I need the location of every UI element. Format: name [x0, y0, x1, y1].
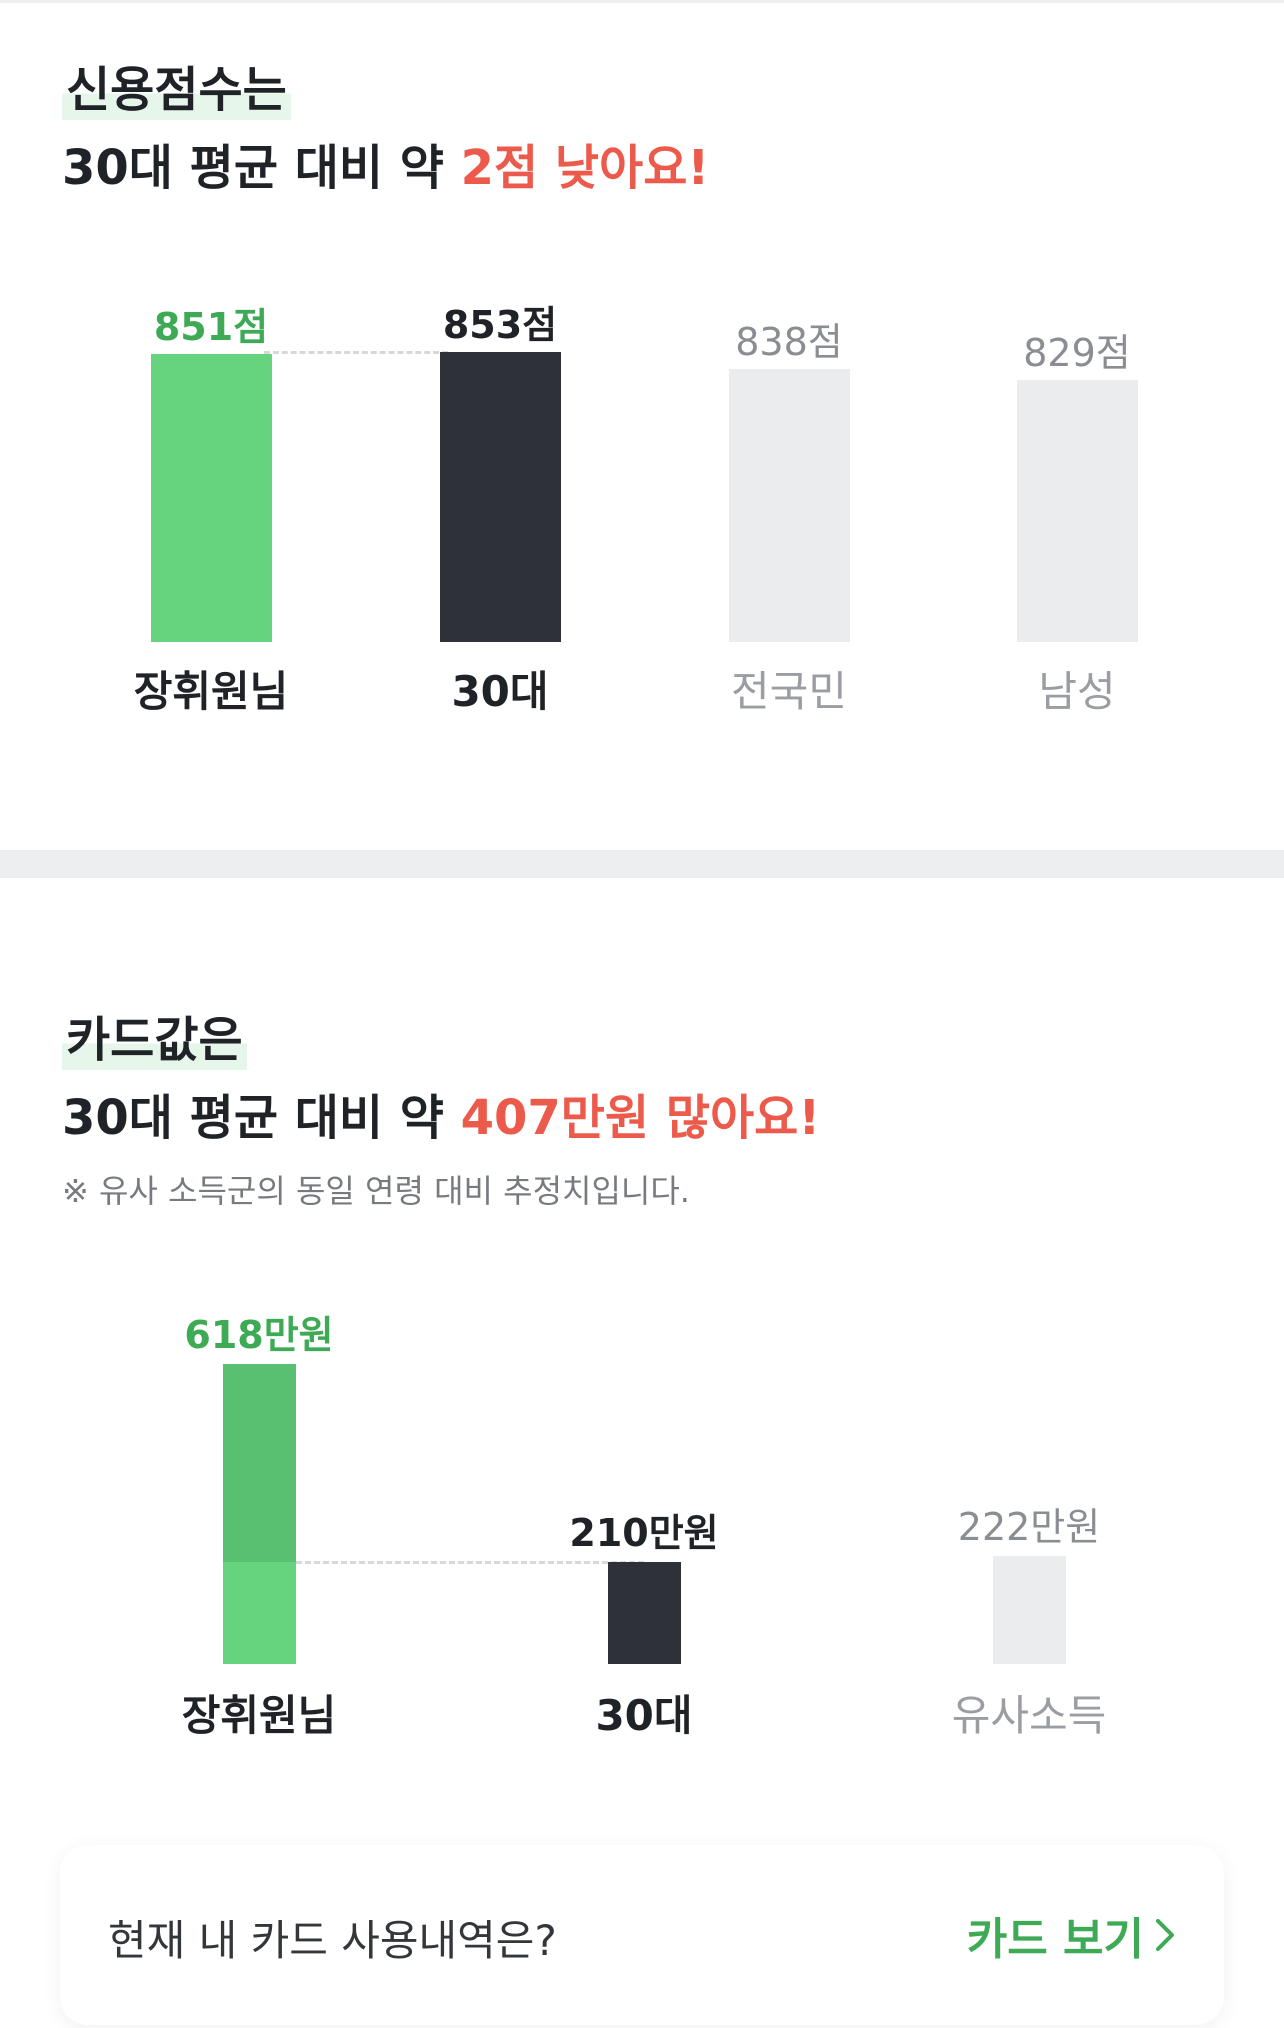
view-card-button-label: 카드 보기: [966, 1914, 1144, 1965]
chevron-right-icon: [1156, 1919, 1174, 1951]
credit-kicker: 신용점수는: [62, 50, 291, 120]
credit-headline-emph: 2점 낮아요!: [460, 140, 710, 196]
data-label: 829점: [1023, 330, 1131, 375]
credit-headline-prefix: 30대 평균 대비 약: [62, 140, 461, 196]
view-card-button[interactable]: 카드 보기: [967, 1903, 1176, 1967]
reference-line: [263, 351, 448, 355]
card-history-card: 현재 내 카드 사용내역은? 카드 보기: [60, 1845, 1224, 2025]
bar: [439, 352, 561, 642]
spending-kicker: 카드값은: [62, 1000, 247, 1070]
spending-headline-prefix: 30대 평균 대비 약: [62, 1090, 461, 1146]
card-spending-section: 카드값은 30대 평균 대비 약 407만원 많아요! ※ 유사 소득군의 동일…: [0, 878, 1284, 2028]
bar: [607, 1562, 681, 1664]
category-label: 30대: [451, 667, 549, 716]
category-label: 장휘원님: [181, 1691, 337, 1740]
category-label: 장휘원님: [133, 667, 289, 716]
category-label: 전국민: [731, 667, 847, 716]
bar: [992, 1556, 1066, 1664]
bar: [728, 369, 850, 642]
bar: [1016, 379, 1138, 642]
data-label: 222만원: [957, 1505, 1101, 1550]
section-divider: [0, 850, 1284, 878]
estimate-note: ※ 유사 소득군의 동일 연령 대비 추정치입니다.: [62, 1172, 690, 1210]
bar: [222, 1562, 296, 1664]
data-label: 838점: [735, 320, 843, 365]
bar: [150, 354, 272, 642]
bar-excess: [222, 1364, 296, 1563]
data-label: 618만원: [184, 1313, 334, 1357]
data-label: 210만원: [569, 1511, 719, 1556]
spending-headline: 30대 평균 대비 약 407만원 많아요!: [62, 1078, 820, 1148]
spending-headline-emph: 407만원 많아요!: [460, 1090, 821, 1146]
category-label: 30대: [595, 1691, 693, 1740]
top-border: [0, 0, 1284, 3]
category-label: 남성: [1038, 667, 1116, 716]
credit-headline: 30대 평균 대비 약 2점 낮아요!: [62, 128, 709, 198]
card-history-question: 현재 내 카드 사용내역은?: [108, 1916, 557, 1965]
reference-line: [259, 1561, 644, 1565]
data-label: 851점: [153, 305, 269, 350]
category-label: 유사소득: [951, 1691, 1107, 1740]
data-label: 853점: [442, 303, 558, 348]
